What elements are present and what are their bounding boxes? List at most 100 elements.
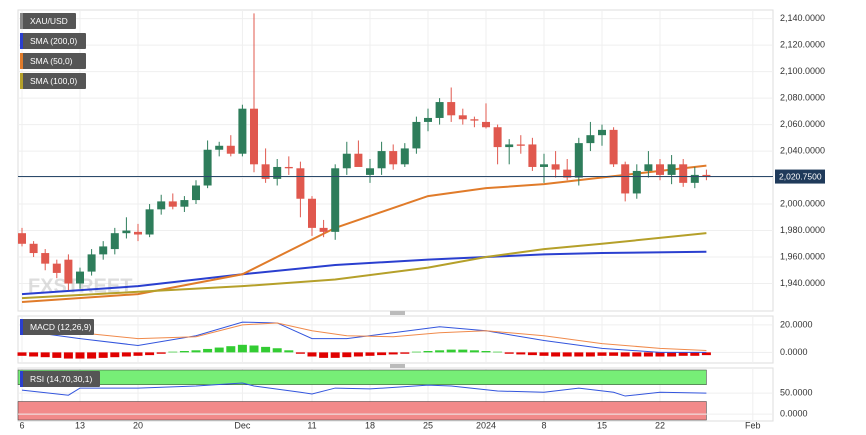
histogram-bar: [110, 352, 120, 358]
candle-body: [598, 129, 606, 136]
x-tick-label: 6: [19, 420, 24, 430]
plot-layer: 6 13 20 Dec 11 18 25 2024 8 15 22 Feb 1,940.0000 1,96…: [17, 10, 825, 430]
symbol-label-box: [20, 13, 76, 29]
overbought-band: [17, 369, 707, 385]
legend-label-box: [20, 73, 86, 89]
candle-body: [296, 168, 305, 199]
candle-body: [702, 174, 711, 177]
y-tick-label: 0.0000: [780, 347, 808, 357]
histogram-bar: [701, 352, 711, 356]
candle-body: [493, 127, 502, 148]
y-tick-label: 2,080.0000: [780, 92, 825, 102]
candle-body: [180, 200, 189, 207]
legend-label-stripe: [20, 73, 23, 89]
histogram-bar: [179, 351, 189, 353]
histogram-bar: [643, 352, 653, 357]
candle-body: [284, 166, 293, 169]
indicator-line: [21, 322, 707, 351]
histogram-bar: [17, 352, 27, 356]
histogram-bar: [620, 352, 630, 357]
macd-panel: [17, 315, 774, 364]
histogram-bar: [191, 350, 201, 353]
indicator-line: [21, 382, 707, 397]
panel-title-stripe: [20, 319, 23, 335]
candle-body: [52, 263, 61, 273]
indicator-line: [21, 250, 707, 296]
histogram-bar: [87, 352, 97, 359]
histogram-bar: [551, 352, 561, 357]
histogram-bar: [342, 352, 352, 358]
candle-body: [226, 145, 235, 154]
histogram-bar: [632, 352, 642, 357]
candle-body: [203, 149, 212, 186]
x-tick-label: 8: [541, 420, 546, 430]
panel-title: RSI (14,70,30,1): [30, 374, 93, 384]
panel-handle[interactable]: [390, 364, 405, 368]
x-tick-label: 11: [307, 420, 316, 430]
candle-body: [134, 231, 142, 235]
candle-body: [447, 102, 456, 116]
candle-body: [435, 102, 444, 118]
panel-handle[interactable]: [390, 311, 405, 315]
candle-body: [192, 185, 200, 201]
x-tick-label: 25: [423, 420, 433, 430]
candle-body: [470, 119, 479, 121]
symbol-label: XAU/USD: [30, 16, 68, 26]
candle-body: [528, 144, 537, 167]
legend-label-stripe: [20, 33, 23, 49]
candle-body: [667, 164, 676, 175]
histogram-bar: [678, 352, 688, 356]
histogram-bar: [261, 346, 271, 353]
candle-body: [679, 164, 688, 183]
x-tick-label: 20: [133, 420, 143, 430]
indicator-line: [21, 321, 707, 353]
x-tick-label: 18: [365, 420, 375, 430]
histogram-bar: [516, 352, 526, 355]
candle-body: [238, 108, 247, 154]
histogram-bar: [667, 352, 677, 357]
x-tick-label: 13: [75, 420, 85, 430]
y-tick-label: 2,140.0000: [780, 13, 825, 23]
y-tick-label: 2,120.0000: [780, 39, 825, 49]
candle-body: [273, 166, 282, 179]
y-tick-label: 2,100.0000: [780, 66, 825, 76]
candle-body: [424, 117, 432, 122]
histogram-bar: [574, 352, 584, 357]
candle-body: [64, 259, 73, 284]
legend-label: SMA (200,0): [30, 36, 77, 46]
candle-body: [41, 253, 50, 264]
candle-body: [516, 144, 525, 146]
candle-body: [308, 198, 316, 228]
y-tick-label: 1,940.0000: [780, 278, 825, 288]
candle-body: [18, 233, 26, 244]
histogram-bar: [226, 346, 236, 353]
histogram-bar: [435, 350, 445, 353]
histogram-bar: [75, 352, 85, 359]
histogram-bar: [98, 352, 108, 358]
legend-label-box: [20, 33, 86, 49]
candle-body: [412, 121, 421, 149]
indicator-line: [21, 232, 707, 300]
candle-body: [99, 246, 108, 255]
candle-body: [400, 148, 409, 165]
histogram-bar: [52, 352, 62, 358]
candle-body: [609, 129, 618, 165]
candle-body: [110, 233, 119, 250]
histogram-bar: [214, 347, 224, 353]
histogram-bar: [365, 352, 375, 356]
histogram-bar: [203, 348, 213, 353]
histogram-bar: [423, 351, 433, 353]
candle-body: [342, 153, 351, 169]
histogram-bar: [585, 352, 595, 357]
candle-body: [389, 151, 398, 165]
histogram-bar: [249, 345, 259, 353]
candle-body: [540, 164, 548, 167]
symbol-label-stripe: [20, 13, 23, 29]
y-tick-label: 1,980.0000: [780, 225, 825, 235]
candle-body: [168, 201, 177, 207]
candle-body: [261, 164, 270, 179]
histogram-bar: [655, 352, 665, 357]
panel-title-box: [20, 319, 94, 335]
candle-body: [145, 209, 154, 235]
